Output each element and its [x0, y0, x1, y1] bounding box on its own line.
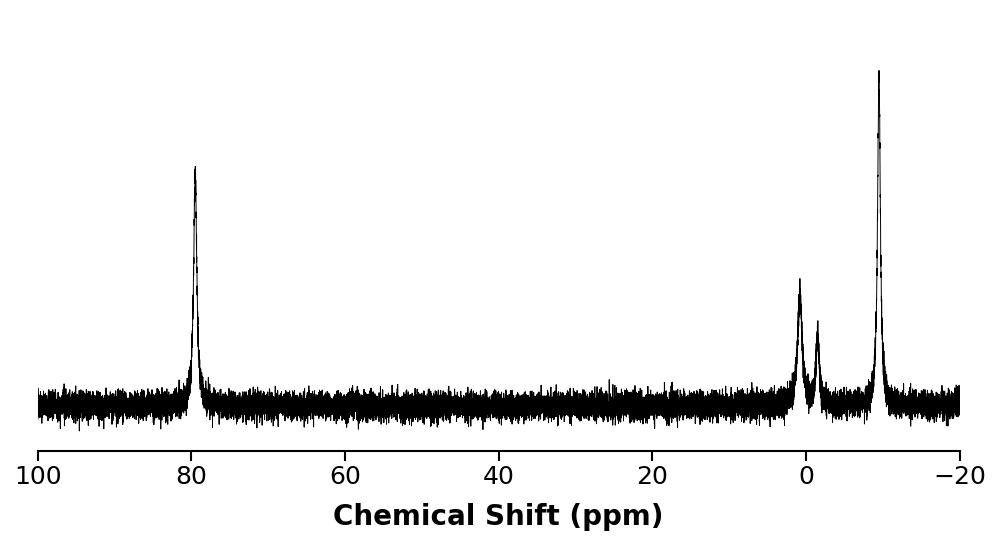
X-axis label: Chemical Shift (ppm): Chemical Shift (ppm) [333, 503, 664, 531]
